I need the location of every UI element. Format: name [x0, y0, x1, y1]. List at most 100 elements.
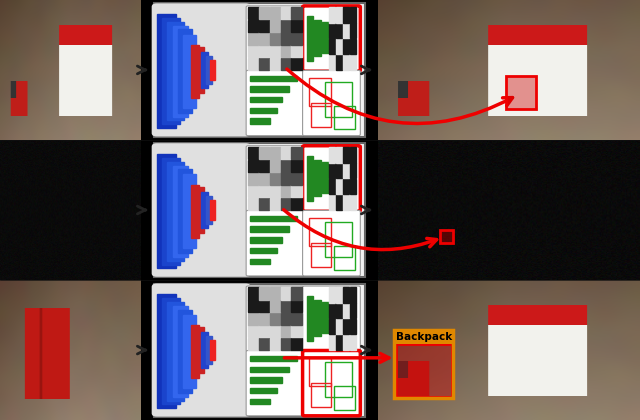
Bar	[350, 7, 356, 23]
Bar	[291, 185, 301, 197]
Bar	[270, 325, 280, 337]
Bar	[350, 23, 356, 38]
Bar	[343, 55, 349, 70]
Bar	[336, 287, 342, 303]
Bar	[281, 147, 291, 160]
Bar	[178, 310, 192, 393]
Bar	[259, 32, 269, 45]
Bar	[205, 336, 212, 364]
Bar	[281, 7, 291, 19]
FancyBboxPatch shape	[246, 286, 304, 351]
Bar	[259, 300, 269, 312]
Bar	[281, 32, 291, 45]
Bar	[259, 7, 269, 19]
Bar	[250, 399, 271, 404]
Bar	[329, 55, 335, 70]
Bar	[336, 7, 342, 23]
Bar	[178, 29, 192, 113]
FancyBboxPatch shape	[152, 143, 251, 277]
Bar	[248, 172, 259, 185]
Bar	[343, 179, 349, 194]
Bar	[291, 287, 301, 299]
FancyBboxPatch shape	[303, 210, 360, 276]
Bar	[350, 303, 356, 318]
Bar	[259, 325, 269, 337]
Bar	[259, 338, 269, 350]
Bar	[248, 160, 259, 172]
Bar	[210, 60, 215, 80]
Bar	[343, 319, 349, 334]
Bar	[334, 386, 355, 410]
Bar	[329, 179, 335, 194]
Bar	[291, 325, 301, 337]
Bar	[350, 194, 356, 210]
Bar	[250, 76, 298, 81]
Bar	[329, 335, 335, 350]
Bar	[350, 335, 356, 350]
Bar	[205, 196, 212, 224]
Bar	[329, 23, 335, 38]
Bar	[325, 82, 352, 117]
Bar	[184, 315, 196, 388]
Bar	[184, 174, 196, 248]
Bar	[350, 55, 356, 70]
Bar	[248, 32, 259, 45]
Bar	[205, 56, 212, 84]
Bar	[259, 160, 269, 172]
Bar	[329, 7, 335, 23]
Bar	[329, 39, 335, 54]
Bar	[157, 14, 176, 128]
Bar	[336, 39, 342, 54]
Bar	[311, 243, 332, 267]
Bar	[248, 287, 259, 299]
Bar	[440, 230, 453, 243]
Bar	[168, 162, 184, 261]
Bar	[329, 163, 335, 178]
Bar	[329, 319, 335, 334]
Bar	[350, 287, 356, 303]
Bar	[281, 20, 291, 32]
Bar	[307, 297, 313, 341]
Bar	[162, 158, 180, 265]
Bar	[329, 194, 335, 210]
Bar	[270, 32, 280, 45]
Bar	[173, 165, 188, 257]
Bar	[394, 330, 453, 344]
Bar	[350, 147, 356, 163]
Bar	[343, 147, 349, 163]
Bar	[336, 23, 342, 38]
Bar	[343, 335, 349, 350]
Text: Backpack: Backpack	[396, 332, 452, 342]
Bar	[270, 338, 280, 350]
FancyBboxPatch shape	[152, 284, 251, 417]
Bar	[309, 218, 332, 246]
Bar	[250, 356, 298, 361]
Bar	[329, 287, 335, 303]
Bar	[248, 312, 259, 325]
FancyBboxPatch shape	[152, 3, 251, 137]
Bar	[168, 302, 184, 401]
Bar	[309, 358, 332, 386]
Bar	[250, 108, 277, 113]
Bar	[270, 58, 280, 70]
Bar	[270, 287, 280, 299]
Bar	[314, 300, 321, 336]
Bar	[336, 319, 342, 334]
Bar	[322, 162, 328, 193]
Bar	[270, 45, 280, 57]
FancyBboxPatch shape	[303, 6, 360, 71]
Bar	[343, 163, 349, 178]
Bar	[250, 367, 289, 372]
Bar	[191, 185, 200, 238]
Bar	[168, 22, 184, 121]
Bar	[259, 147, 269, 160]
Bar	[201, 52, 208, 88]
Bar	[281, 45, 291, 57]
Bar	[270, 198, 280, 210]
Bar	[248, 7, 259, 19]
Bar	[270, 312, 280, 325]
Bar	[259, 287, 269, 299]
Bar	[281, 300, 291, 312]
Bar	[270, 147, 280, 160]
Bar	[281, 172, 291, 185]
